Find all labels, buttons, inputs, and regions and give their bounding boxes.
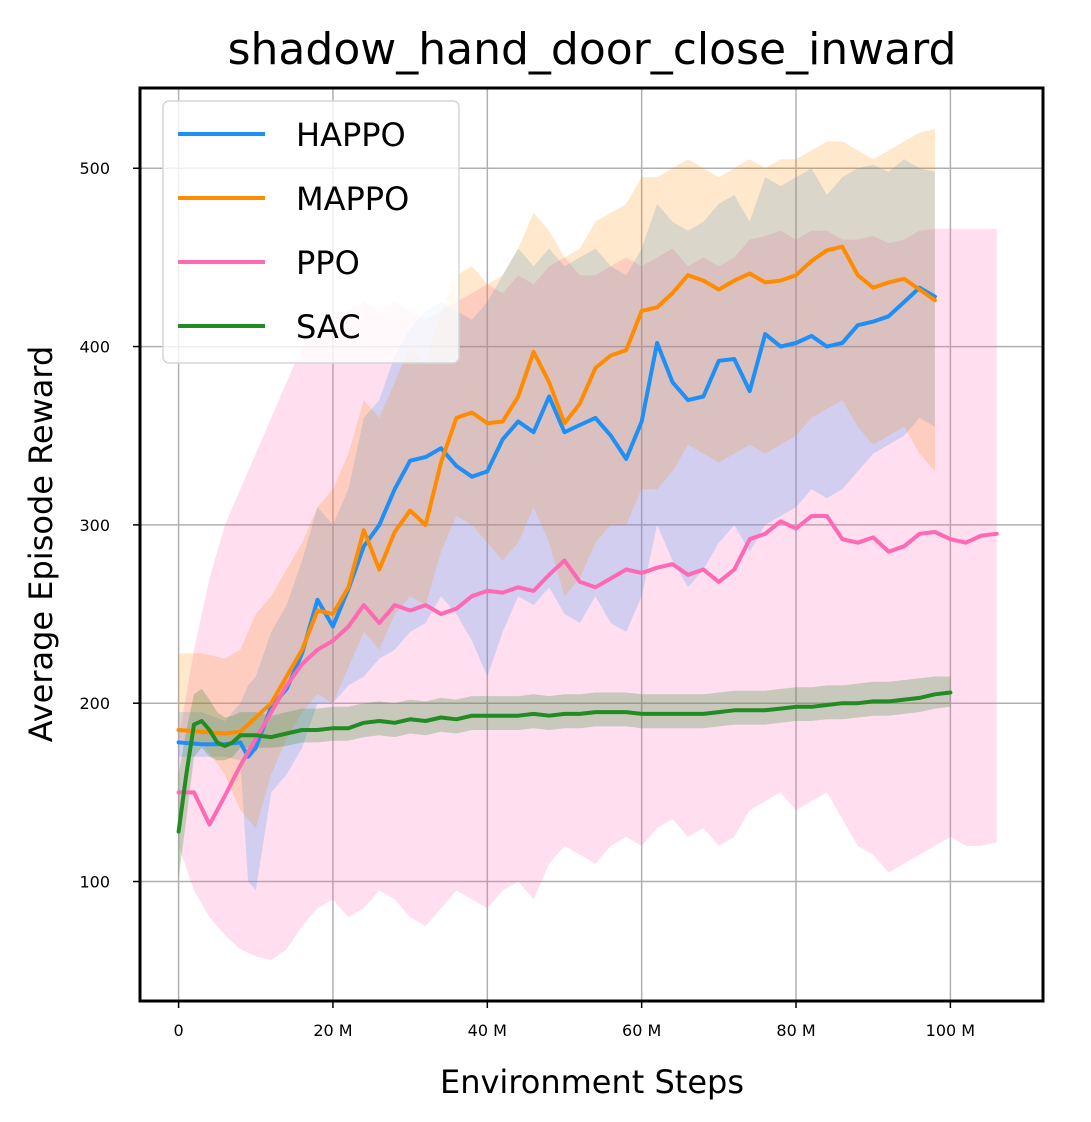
x-tick-label: 40 M	[468, 1021, 507, 1040]
x-tick-label: 100 M	[926, 1021, 975, 1040]
y-tick-label: 200	[79, 694, 110, 713]
ppo-line	[176, 514, 999, 827]
mappo-line	[176, 244, 937, 736]
y-axis-ticks: 100 200 300 400 500	[79, 159, 140, 892]
plot-frame	[138, 86, 1045, 1003]
y-tick-label: 400	[79, 338, 110, 357]
x-axis-label: Environment Steps	[440, 1063, 744, 1101]
y-axis-label: Average Episode Reward	[22, 346, 60, 743]
mappo-legend-label: MAPPO	[296, 180, 409, 218]
y-tick-label: 300	[79, 516, 110, 535]
series-lines	[176, 244, 999, 834]
happo-legend-label: HAPPO	[296, 116, 406, 154]
sac-band	[178, 676, 951, 878]
x-tick-label: 60 M	[622, 1021, 661, 1040]
happo-band	[178, 159, 935, 891]
y-tick-label: 500	[79, 159, 110, 178]
x-tick-label: 0	[173, 1021, 183, 1040]
mappo-band	[178, 129, 935, 828]
sac-legend-label: SAC	[296, 308, 361, 346]
legend-box	[162, 100, 460, 364]
x-tick-label: 20 M	[313, 1021, 352, 1040]
x-axis-ticks: 0 20 M 40 M 60 M 80 M 100 M	[173, 1001, 975, 1040]
ppo-legend-label: PPO	[296, 244, 360, 282]
legend: HAPPO MAPPO PPO SAC	[162, 100, 460, 364]
sac-line	[176, 690, 953, 834]
x-tick-label: 80 M	[776, 1021, 815, 1040]
y-tick-label: 100	[79, 873, 110, 892]
confidence-bands	[178, 129, 997, 960]
chart-title: shadow_hand_door_close_inward	[228, 24, 957, 75]
ppo-band	[178, 228, 997, 960]
